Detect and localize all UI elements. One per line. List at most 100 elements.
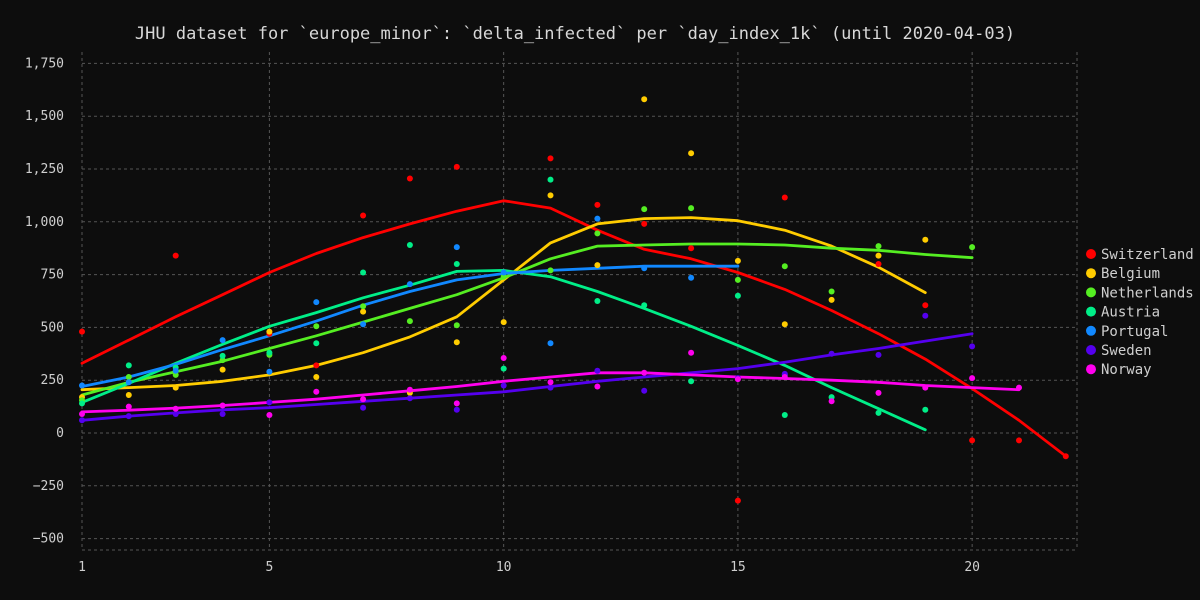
data-point-norway — [500, 355, 507, 361]
grid-layer — [81, 52, 1078, 551]
y-tick-label: −500 — [33, 532, 64, 547]
legend-marker-netherlands — [1086, 287, 1096, 298]
data-point-netherlands — [172, 371, 179, 378]
data-point-austria — [79, 400, 85, 407]
data-point-austria — [313, 340, 320, 347]
data-point-austria — [734, 292, 741, 299]
data-point-portugal — [172, 367, 179, 374]
data-point-belgium — [734, 257, 741, 264]
y-tick-label: 1,500 — [25, 109, 64, 124]
data-point-norway — [360, 396, 367, 403]
data-point-portugal — [641, 265, 648, 272]
chart-title: JHU dataset for `europe_minor`: `delta_i… — [134, 24, 1016, 44]
data-point-netherlands — [734, 276, 741, 283]
data-point-switzerland — [734, 497, 741, 504]
data-point-switzerland — [875, 261, 882, 267]
data-point-switzerland — [453, 163, 460, 170]
data-point-belgium — [500, 319, 507, 326]
data-point-belgium — [172, 384, 179, 391]
data-point-portugal — [266, 368, 273, 375]
trend-line-switzerland — [80, 199, 1068, 458]
data-point-norway — [688, 349, 695, 356]
y-tick-label: 750 — [41, 268, 64, 283]
data-point-netherlands — [688, 205, 695, 212]
data-point-norway — [547, 379, 554, 386]
data-point-netherlands — [969, 244, 976, 251]
trend-line-portugal — [80, 264, 740, 388]
data-point-sweden — [922, 312, 929, 319]
data-point-portugal — [688, 274, 695, 281]
data-point-norway — [828, 398, 835, 405]
legend-marker-norway — [1086, 364, 1096, 375]
data-point-netherlands — [219, 357, 226, 364]
legend: Switzerland Belgium Netherlands Austria Port… — [1086, 247, 1194, 378]
data-point-austria — [922, 406, 929, 413]
data-point-norway — [641, 369, 648, 376]
data-point-belgium — [125, 392, 132, 398]
data-point-austria — [641, 302, 648, 309]
data-point-sweden — [875, 351, 882, 358]
x-tick-label: 5 — [265, 560, 273, 575]
data-point-portugal — [313, 299, 320, 306]
trend-line-belgium — [80, 216, 927, 392]
legend-marker-portugal — [1086, 325, 1096, 336]
data-point-sweden — [453, 406, 460, 413]
data-point-norway — [313, 388, 320, 395]
data-point-austria — [594, 298, 601, 304]
data-point-netherlands — [594, 230, 601, 237]
data-point-belgium — [219, 366, 226, 373]
data-point-switzerland — [594, 201, 601, 208]
x-tick-label: 15 — [730, 560, 746, 575]
legend-label-switzerland: Switzerland — [1101, 247, 1194, 263]
legend-marker-switzerland — [1086, 249, 1096, 259]
data-point-belgium — [828, 296, 835, 303]
data-point-portugal — [453, 244, 460, 251]
y-tick-label: −250 — [33, 479, 64, 494]
data-point-switzerland — [547, 155, 554, 162]
data-point-switzerland — [1016, 437, 1022, 444]
data-point-austria — [360, 269, 367, 276]
x-tick-label: 20 — [964, 560, 980, 575]
data-point-norway — [406, 386, 413, 393]
data-point-austria — [266, 349, 273, 356]
legend-marker-sweden — [1086, 345, 1096, 355]
data-point-switzerland — [969, 437, 976, 444]
data-point-belgium — [594, 262, 601, 269]
y-tick-label: 500 — [41, 320, 64, 335]
legend-marker-belgium — [1086, 268, 1096, 279]
data-point-norway — [79, 411, 85, 417]
y-tick-label: 250 — [41, 373, 64, 388]
data-point-norway — [219, 402, 226, 409]
data-point-netherlands — [453, 322, 460, 329]
data-point-norway — [969, 375, 976, 382]
data-point-netherlands — [313, 323, 320, 330]
x-tick-label: 1 — [78, 560, 86, 575]
data-point-belgium — [922, 236, 929, 243]
data-point-switzerland — [781, 194, 788, 201]
data-point-portugal — [594, 215, 601, 222]
data-point-norway — [594, 383, 601, 390]
data-point-switzerland — [406, 175, 413, 182]
legend-label-portugal: Portugal — [1101, 324, 1168, 340]
data-point-austria — [781, 412, 788, 418]
data-point-belgium — [360, 308, 367, 315]
data-point-belgium — [875, 252, 882, 259]
data-point-austria — [453, 261, 460, 267]
data-point-norway — [1016, 384, 1022, 391]
data-point-norway — [266, 412, 273, 418]
data-point-austria — [875, 409, 882, 416]
data-point-austria — [406, 242, 413, 248]
data-point-belgium — [688, 150, 695, 157]
data-point-norway — [125, 403, 132, 410]
data-point-netherlands — [828, 288, 835, 295]
data-point-netherlands — [125, 374, 132, 380]
data-point-norway — [172, 405, 179, 412]
data-point-sweden — [266, 399, 273, 406]
x-tick-label: 10 — [496, 560, 512, 575]
legend-label-austria: Austria — [1101, 305, 1160, 321]
data-point-sweden — [406, 395, 413, 402]
data-point-sweden — [79, 417, 85, 424]
data-point-netherlands — [547, 267, 554, 274]
data-point-portugal — [547, 340, 554, 347]
data-point-portugal — [125, 379, 132, 386]
